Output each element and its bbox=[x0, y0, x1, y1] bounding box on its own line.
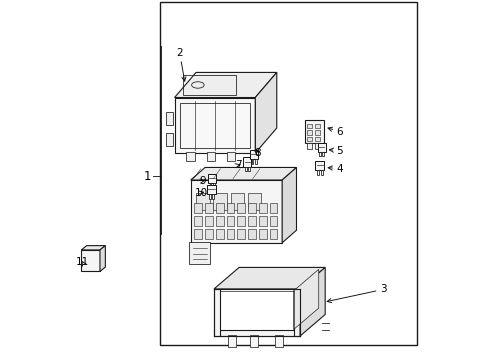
Bar bbox=[180, 103, 249, 148]
Bar bbox=[249, 335, 257, 347]
Text: 9: 9 bbox=[199, 176, 206, 186]
Text: 5: 5 bbox=[329, 145, 343, 156]
Bar bbox=[237, 203, 244, 213]
Bar bbox=[214, 289, 220, 336]
Bar bbox=[226, 229, 234, 239]
Bar bbox=[243, 157, 251, 167]
Bar bbox=[208, 194, 210, 199]
Bar bbox=[196, 193, 209, 210]
Polygon shape bbox=[282, 167, 296, 243]
Bar bbox=[247, 216, 255, 226]
Bar bbox=[258, 216, 266, 226]
Text: 6: 6 bbox=[327, 127, 343, 136]
Bar bbox=[315, 161, 324, 170]
Bar bbox=[230, 193, 244, 210]
Polygon shape bbox=[100, 246, 105, 271]
Bar bbox=[274, 335, 282, 347]
Bar bbox=[174, 98, 255, 153]
Bar bbox=[320, 170, 322, 175]
Bar bbox=[293, 289, 300, 336]
Text: 7: 7 bbox=[235, 160, 242, 170]
Bar bbox=[183, 75, 235, 95]
Bar bbox=[215, 203, 223, 213]
Bar bbox=[318, 152, 320, 156]
Bar bbox=[306, 124, 312, 128]
Bar bbox=[194, 229, 202, 239]
Bar bbox=[160, 3, 416, 345]
Bar bbox=[316, 170, 318, 175]
Polygon shape bbox=[300, 267, 325, 336]
Bar bbox=[247, 193, 261, 210]
Polygon shape bbox=[81, 246, 105, 250]
Bar bbox=[215, 216, 223, 226]
Bar bbox=[226, 203, 234, 213]
Bar bbox=[208, 174, 216, 183]
Bar bbox=[322, 152, 324, 156]
Bar bbox=[269, 229, 277, 239]
Bar bbox=[269, 203, 277, 213]
Bar bbox=[237, 216, 244, 226]
Bar bbox=[314, 130, 320, 135]
Bar bbox=[226, 216, 234, 226]
Ellipse shape bbox=[191, 82, 203, 88]
Bar bbox=[204, 203, 212, 213]
Text: 4: 4 bbox=[327, 163, 343, 174]
Text: 2: 2 bbox=[176, 48, 185, 81]
Text: 3: 3 bbox=[326, 284, 386, 303]
Text: 8: 8 bbox=[254, 148, 260, 158]
Bar bbox=[304, 120, 324, 143]
Bar bbox=[247, 203, 255, 213]
Bar bbox=[314, 124, 320, 128]
Polygon shape bbox=[214, 267, 325, 289]
Polygon shape bbox=[293, 269, 318, 329]
Bar bbox=[306, 137, 312, 141]
Bar bbox=[186, 152, 195, 161]
Bar bbox=[258, 203, 266, 213]
Bar bbox=[226, 152, 235, 161]
Bar bbox=[269, 216, 277, 226]
Bar bbox=[188, 242, 210, 264]
Bar bbox=[258, 229, 266, 239]
Bar bbox=[315, 143, 319, 149]
Text: 11: 11 bbox=[76, 257, 89, 267]
Bar bbox=[317, 143, 325, 152]
Bar bbox=[204, 216, 212, 226]
Bar bbox=[250, 150, 258, 159]
Bar bbox=[194, 216, 202, 226]
Bar bbox=[247, 229, 255, 239]
Bar bbox=[212, 194, 214, 199]
Bar bbox=[215, 229, 223, 239]
Bar bbox=[214, 329, 300, 336]
Text: 1: 1 bbox=[143, 170, 151, 183]
Bar bbox=[228, 335, 236, 347]
Bar bbox=[204, 229, 212, 239]
Bar bbox=[251, 159, 253, 163]
Bar bbox=[165, 133, 173, 146]
Bar bbox=[314, 137, 320, 141]
Bar bbox=[255, 159, 256, 163]
Polygon shape bbox=[255, 72, 276, 153]
Bar bbox=[307, 143, 311, 149]
Bar bbox=[306, 130, 312, 135]
Text: 10: 10 bbox=[195, 188, 208, 198]
Bar bbox=[165, 112, 173, 125]
Polygon shape bbox=[174, 72, 276, 98]
Bar bbox=[190, 180, 282, 243]
Bar bbox=[237, 229, 244, 239]
Bar bbox=[248, 167, 249, 171]
Bar bbox=[206, 152, 215, 161]
Polygon shape bbox=[190, 167, 296, 180]
Bar bbox=[81, 250, 100, 271]
Bar bbox=[194, 203, 202, 213]
Bar bbox=[244, 167, 246, 171]
Bar bbox=[209, 183, 211, 186]
Bar bbox=[206, 185, 216, 194]
Bar bbox=[213, 193, 226, 210]
Bar bbox=[213, 183, 214, 186]
